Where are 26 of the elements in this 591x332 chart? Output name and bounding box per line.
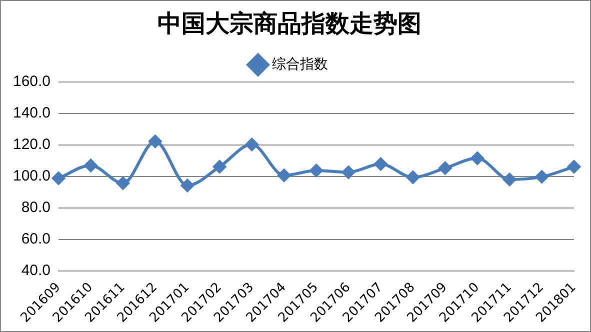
y-tick-label: 100.0 — [12, 167, 51, 184]
legend-label: 综合指数 — [272, 56, 328, 72]
point — [278, 168, 291, 182]
point — [535, 170, 548, 184]
point — [52, 172, 66, 185]
y-tick-label: 40.0 — [21, 262, 51, 280]
y-tick-label: 140.0 — [12, 104, 51, 122]
point — [116, 176, 130, 190]
y-tick-label: 120.0 — [12, 136, 51, 153]
point — [503, 172, 516, 186]
y-tick-label: 160.0 — [12, 72, 51, 90]
point — [438, 162, 452, 175]
point — [245, 138, 258, 152]
point — [84, 158, 98, 172]
point — [470, 152, 484, 165]
y-tick-label: 80.0 — [21, 198, 51, 216]
point — [213, 160, 226, 174]
point — [180, 178, 194, 192]
point — [568, 160, 580, 174]
point — [148, 134, 162, 148]
point — [406, 170, 420, 184]
chart-title: 中国大宗商品指数走势图 — [158, 8, 422, 38]
y-tick-label: 60.0 — [21, 230, 51, 248]
point — [374, 158, 388, 171]
point — [342, 166, 355, 179]
point — [310, 164, 323, 178]
